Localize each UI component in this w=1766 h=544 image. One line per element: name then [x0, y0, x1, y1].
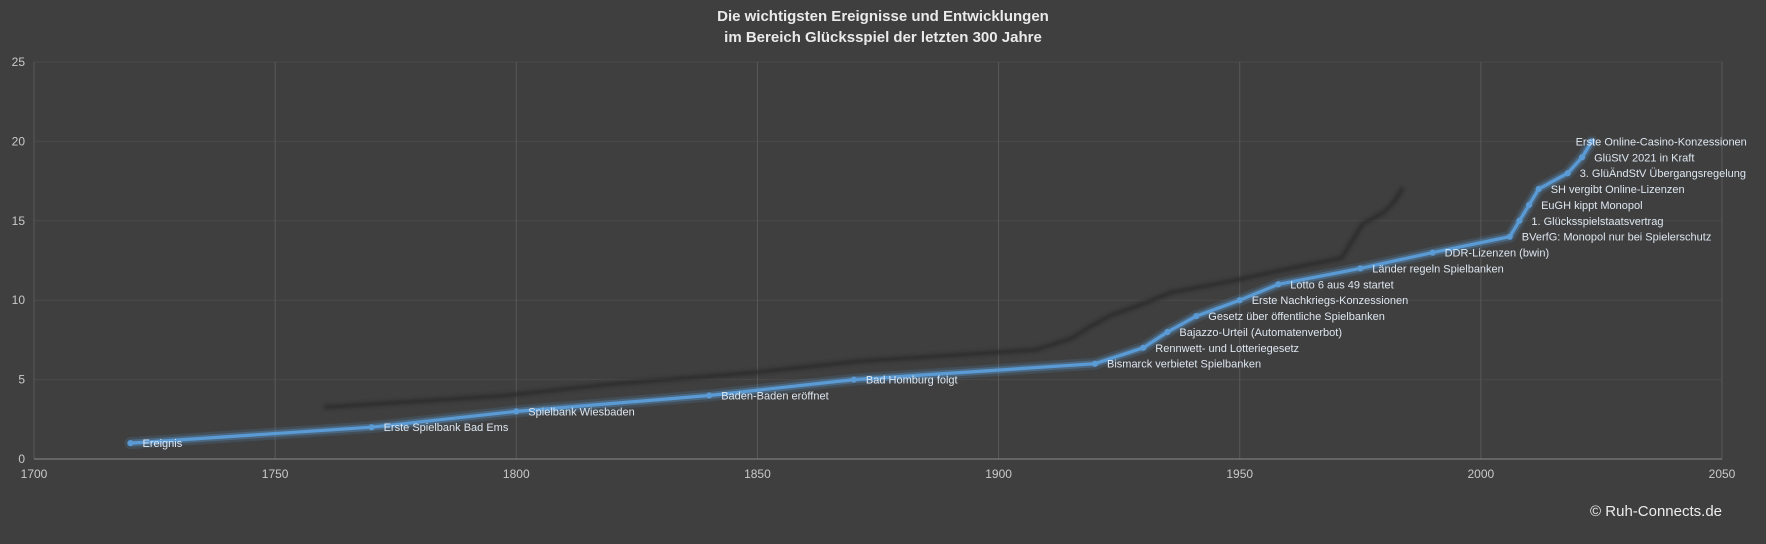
y-tick-label: 25 — [12, 55, 26, 69]
data-point — [1275, 281, 1282, 288]
data-label: Spielbank Wiesbaden — [528, 406, 634, 418]
x-tick-label: 1850 — [744, 467, 771, 481]
data-label: EuGH kippt Monopol — [1541, 200, 1643, 212]
x-tick-label: 1700 — [21, 467, 48, 481]
data-label: BVerfG: Monopol nur bei Spielerschutz — [1522, 232, 1712, 244]
data-point — [1526, 201, 1533, 208]
data-point — [706, 392, 713, 399]
data-label: Ereignis — [143, 438, 183, 450]
data-label: DDR-Lizenzen (bwin) — [1445, 248, 1550, 260]
data-point — [1193, 313, 1200, 320]
data-label: Erste Online-Casino-Konzessionen — [1576, 136, 1747, 148]
chart-title-line2: im Bereich Glücksspiel der letzten 300 J… — [724, 29, 1042, 46]
data-point — [1092, 360, 1098, 367]
x-tick-label: 1750 — [262, 467, 289, 481]
data-point — [850, 376, 857, 383]
data-label: Bad Homburg folgt — [866, 375, 958, 387]
data-label: Rennwett- und Lotteriegesetz — [1155, 343, 1299, 355]
data-label: Gesetz über öffentliche Spielbanken — [1208, 311, 1385, 323]
x-tick-label: 1900 — [985, 467, 1012, 481]
data-label: Bismarck verbietet Spielbanken — [1107, 359, 1261, 371]
data-label: Erste Nachkriegs-Konzessionen — [1252, 295, 1409, 307]
data-label: SH vergibt Online-Lizenzen — [1551, 184, 1685, 196]
copyright-watermark: © Ruh-Connects.de — [1590, 503, 1722, 520]
data-label: Lotto 6 aus 49 startet — [1290, 279, 1393, 291]
data-label: Bajazzo-Urteil (Automatenverbot) — [1179, 327, 1342, 339]
data-point — [127, 440, 134, 447]
data-point — [1535, 186, 1542, 192]
chart-title: Die wichtigsten Ereignisse und Entwicklu… — [0, 6, 1766, 48]
y-tick-label: 20 — [12, 134, 26, 148]
data-label: 1. Glücksspielstaatsvertrag — [1531, 216, 1663, 228]
x-tick-label: 1800 — [503, 467, 530, 481]
chart-title-line1: Die wichtigsten Ereignisse und Entwicklu… — [717, 8, 1049, 25]
x-tick-label: 2050 — [1709, 467, 1736, 481]
data-label: Baden-Baden eröffnet — [721, 391, 828, 403]
line-glow-inner — [127, 137, 1596, 447]
line-shadow — [323, 186, 1405, 410]
data-point — [1506, 233, 1513, 240]
y-tick-label: 5 — [18, 373, 25, 387]
data-point — [1236, 297, 1243, 304]
data-point — [1164, 329, 1171, 335]
data-label: 3. GlüÄndStV Übergangsregelung — [1580, 168, 1746, 180]
data-label: GlüStV 2021 in Kraft — [1594, 152, 1694, 164]
data-point — [1516, 217, 1523, 224]
data-label: Länder regeln Spielbanken — [1372, 263, 1504, 275]
data-label: Erste Spielbank Bad Ems — [384, 422, 509, 434]
data-point — [1357, 265, 1364, 272]
data-point — [513, 408, 520, 415]
data-point — [1588, 138, 1595, 145]
line-glow-outer — [124, 135, 1598, 450]
y-tick-label: 10 — [12, 293, 26, 307]
x-tick-label: 1950 — [1226, 467, 1253, 481]
y-tick-label: 15 — [12, 214, 26, 228]
data-point — [368, 424, 375, 431]
data-point — [1579, 154, 1586, 161]
data-point — [1429, 249, 1436, 256]
timeline-line — [128, 139, 1594, 445]
data-point — [1140, 344, 1147, 351]
data-point — [1564, 170, 1571, 177]
x-tick-label: 2000 — [1468, 467, 1495, 481]
y-tick-label: 0 — [18, 452, 25, 466]
